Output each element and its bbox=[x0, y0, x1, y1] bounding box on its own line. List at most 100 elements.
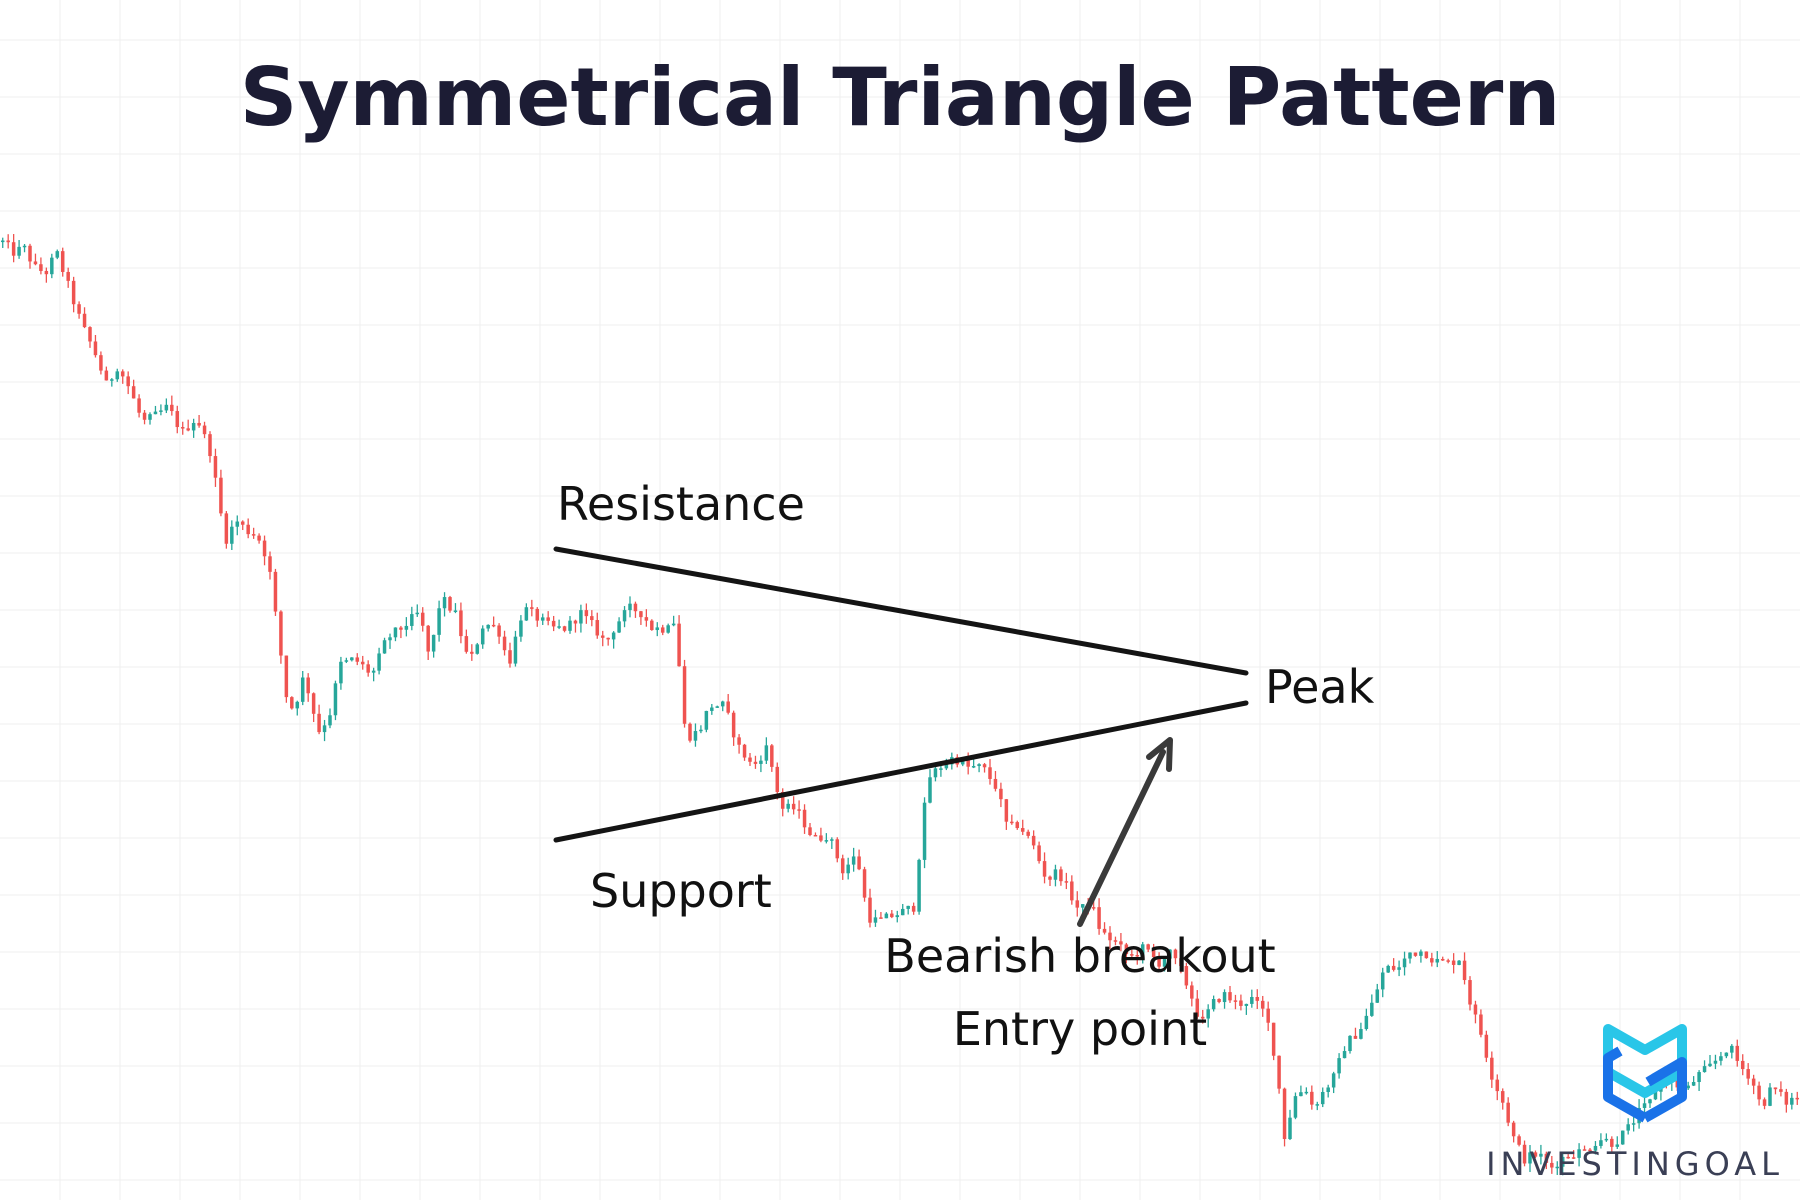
candle-down bbox=[1757, 1085, 1761, 1100]
candle-up bbox=[917, 859, 921, 912]
candle-up bbox=[944, 764, 949, 769]
candle-up bbox=[115, 371, 120, 380]
candle-down bbox=[535, 608, 540, 621]
entry-label: Entry point bbox=[953, 1002, 1207, 1056]
candle-down bbox=[999, 788, 1003, 800]
candle-down bbox=[1173, 949, 1178, 959]
candle-up bbox=[1375, 989, 1380, 1003]
candle-down bbox=[60, 251, 65, 272]
candle-down bbox=[1430, 958, 1434, 963]
candle-down bbox=[600, 635, 605, 638]
candle-down bbox=[1151, 949, 1156, 958]
candle-down bbox=[868, 897, 872, 923]
candle-down bbox=[311, 693, 316, 714]
candle-down bbox=[688, 723, 692, 741]
candle-down bbox=[1119, 941, 1123, 945]
candle-down bbox=[1779, 1089, 1783, 1092]
candle-down bbox=[1195, 998, 1200, 1017]
candle-down bbox=[186, 428, 190, 431]
candle-down bbox=[137, 398, 141, 413]
candle-down bbox=[491, 624, 496, 627]
candle-down bbox=[240, 521, 245, 525]
candle-up bbox=[1211, 999, 1216, 1010]
candle-up bbox=[1768, 1087, 1772, 1106]
candle-down bbox=[1511, 1122, 1516, 1137]
candle-up bbox=[1719, 1056, 1723, 1061]
candle-down bbox=[890, 913, 894, 918]
candle-up bbox=[824, 840, 829, 842]
candle-down bbox=[1135, 955, 1140, 957]
candle-up bbox=[344, 660, 349, 662]
candle-up bbox=[1577, 1149, 1581, 1158]
candle-down bbox=[1484, 1034, 1489, 1058]
candle-up bbox=[1359, 1029, 1363, 1039]
candle-up bbox=[1686, 1085, 1690, 1089]
candle-down bbox=[1266, 1008, 1270, 1023]
candle-down bbox=[802, 809, 807, 828]
candle-up bbox=[437, 608, 441, 635]
candle-up bbox=[928, 777, 932, 803]
candle-down bbox=[966, 759, 970, 767]
candle-up bbox=[1599, 1140, 1603, 1146]
candle-down bbox=[448, 597, 452, 611]
candle-down bbox=[1075, 900, 1080, 908]
candle-down bbox=[1795, 1097, 1800, 1100]
candle-up bbox=[524, 607, 529, 621]
candle-down bbox=[366, 664, 370, 673]
candle-down bbox=[682, 666, 687, 724]
support-line bbox=[553, 700, 1249, 843]
candle-down bbox=[99, 355, 103, 371]
candle-up bbox=[1539, 1153, 1543, 1157]
candle-down bbox=[39, 264, 43, 271]
candle-down bbox=[606, 637, 610, 640]
candle-down bbox=[28, 245, 32, 262]
candle-down bbox=[426, 625, 430, 652]
candle-down bbox=[1255, 997, 1260, 1001]
candle-down bbox=[726, 701, 730, 713]
candle-down bbox=[1010, 821, 1014, 824]
candle-down bbox=[93, 341, 98, 356]
candle-down bbox=[770, 745, 774, 767]
candle-up bbox=[873, 917, 878, 923]
candle-up bbox=[1053, 869, 1058, 880]
candle-up bbox=[1457, 960, 1461, 965]
candle-down bbox=[120, 371, 125, 377]
candle-down bbox=[131, 386, 136, 399]
candle-up bbox=[1337, 1058, 1341, 1074]
candle-up bbox=[295, 701, 300, 709]
candle-up bbox=[1304, 1091, 1309, 1094]
candle-up bbox=[1713, 1060, 1718, 1064]
candle-down bbox=[459, 610, 463, 637]
candle-up bbox=[1370, 1002, 1374, 1016]
candle-down bbox=[1146, 944, 1150, 950]
candle-up bbox=[1653, 1091, 1658, 1100]
candle-down bbox=[840, 858, 845, 874]
candle-up bbox=[1326, 1087, 1330, 1092]
candle-down bbox=[290, 697, 294, 709]
candle-up bbox=[235, 521, 240, 527]
candle-up bbox=[1244, 1003, 1249, 1006]
candle-up bbox=[1730, 1045, 1734, 1053]
candle-down bbox=[1517, 1136, 1521, 1145]
candle-down bbox=[355, 657, 360, 662]
candle-up bbox=[628, 603, 632, 611]
candle-down bbox=[1424, 951, 1429, 959]
candle-down bbox=[208, 434, 212, 457]
candle-down bbox=[1746, 1069, 1750, 1079]
candle-up bbox=[1724, 1052, 1729, 1057]
candle-up bbox=[442, 597, 447, 609]
candle-up bbox=[328, 715, 332, 726]
candle-down bbox=[1490, 1057, 1494, 1080]
candle-down bbox=[1310, 1091, 1314, 1105]
candle-down bbox=[644, 617, 649, 621]
candle-down bbox=[1544, 1153, 1549, 1163]
candle-down bbox=[104, 370, 109, 381]
candle-up bbox=[388, 637, 392, 641]
candle-up bbox=[846, 864, 850, 874]
candle-up bbox=[486, 624, 490, 629]
candle-up bbox=[1631, 1123, 1636, 1125]
candle-up bbox=[666, 625, 670, 633]
candle-down bbox=[1353, 1035, 1358, 1039]
candle-down bbox=[44, 270, 49, 275]
candle-up bbox=[350, 657, 354, 661]
